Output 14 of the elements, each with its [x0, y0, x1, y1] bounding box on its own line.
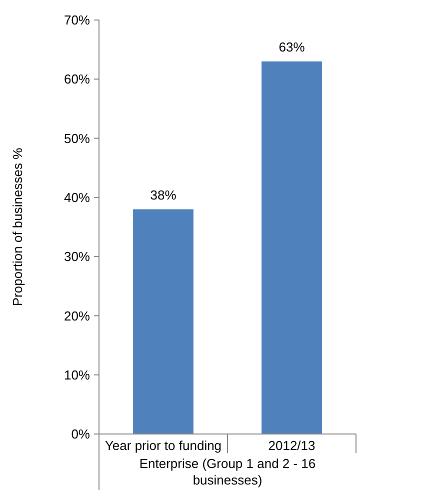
y-tick-label: 50% [64, 130, 90, 146]
x-tick-label: 2012/13 [268, 438, 316, 453]
x-axis-title: Enterprise (Group 1 and 2 - 16 businesses) [139, 456, 316, 488]
y-tick-label: 40% [64, 190, 90, 205]
x-tick-label: Year prior to funding [104, 438, 222, 453]
y-tick-label: 10% [64, 367, 90, 382]
y-tick-label: 20% [64, 308, 90, 324]
y-tick-label: 30% [64, 249, 90, 264]
y-tick-label: 60% [64, 72, 90, 87]
y-axis-title: Proportion of businesses % [10, 147, 25, 306]
data-label: 63% [278, 39, 306, 54]
y-tick-label: 70% [64, 12, 90, 28]
y-tick-label: 0% [71, 426, 90, 442]
data-label: 38% [150, 187, 177, 202]
